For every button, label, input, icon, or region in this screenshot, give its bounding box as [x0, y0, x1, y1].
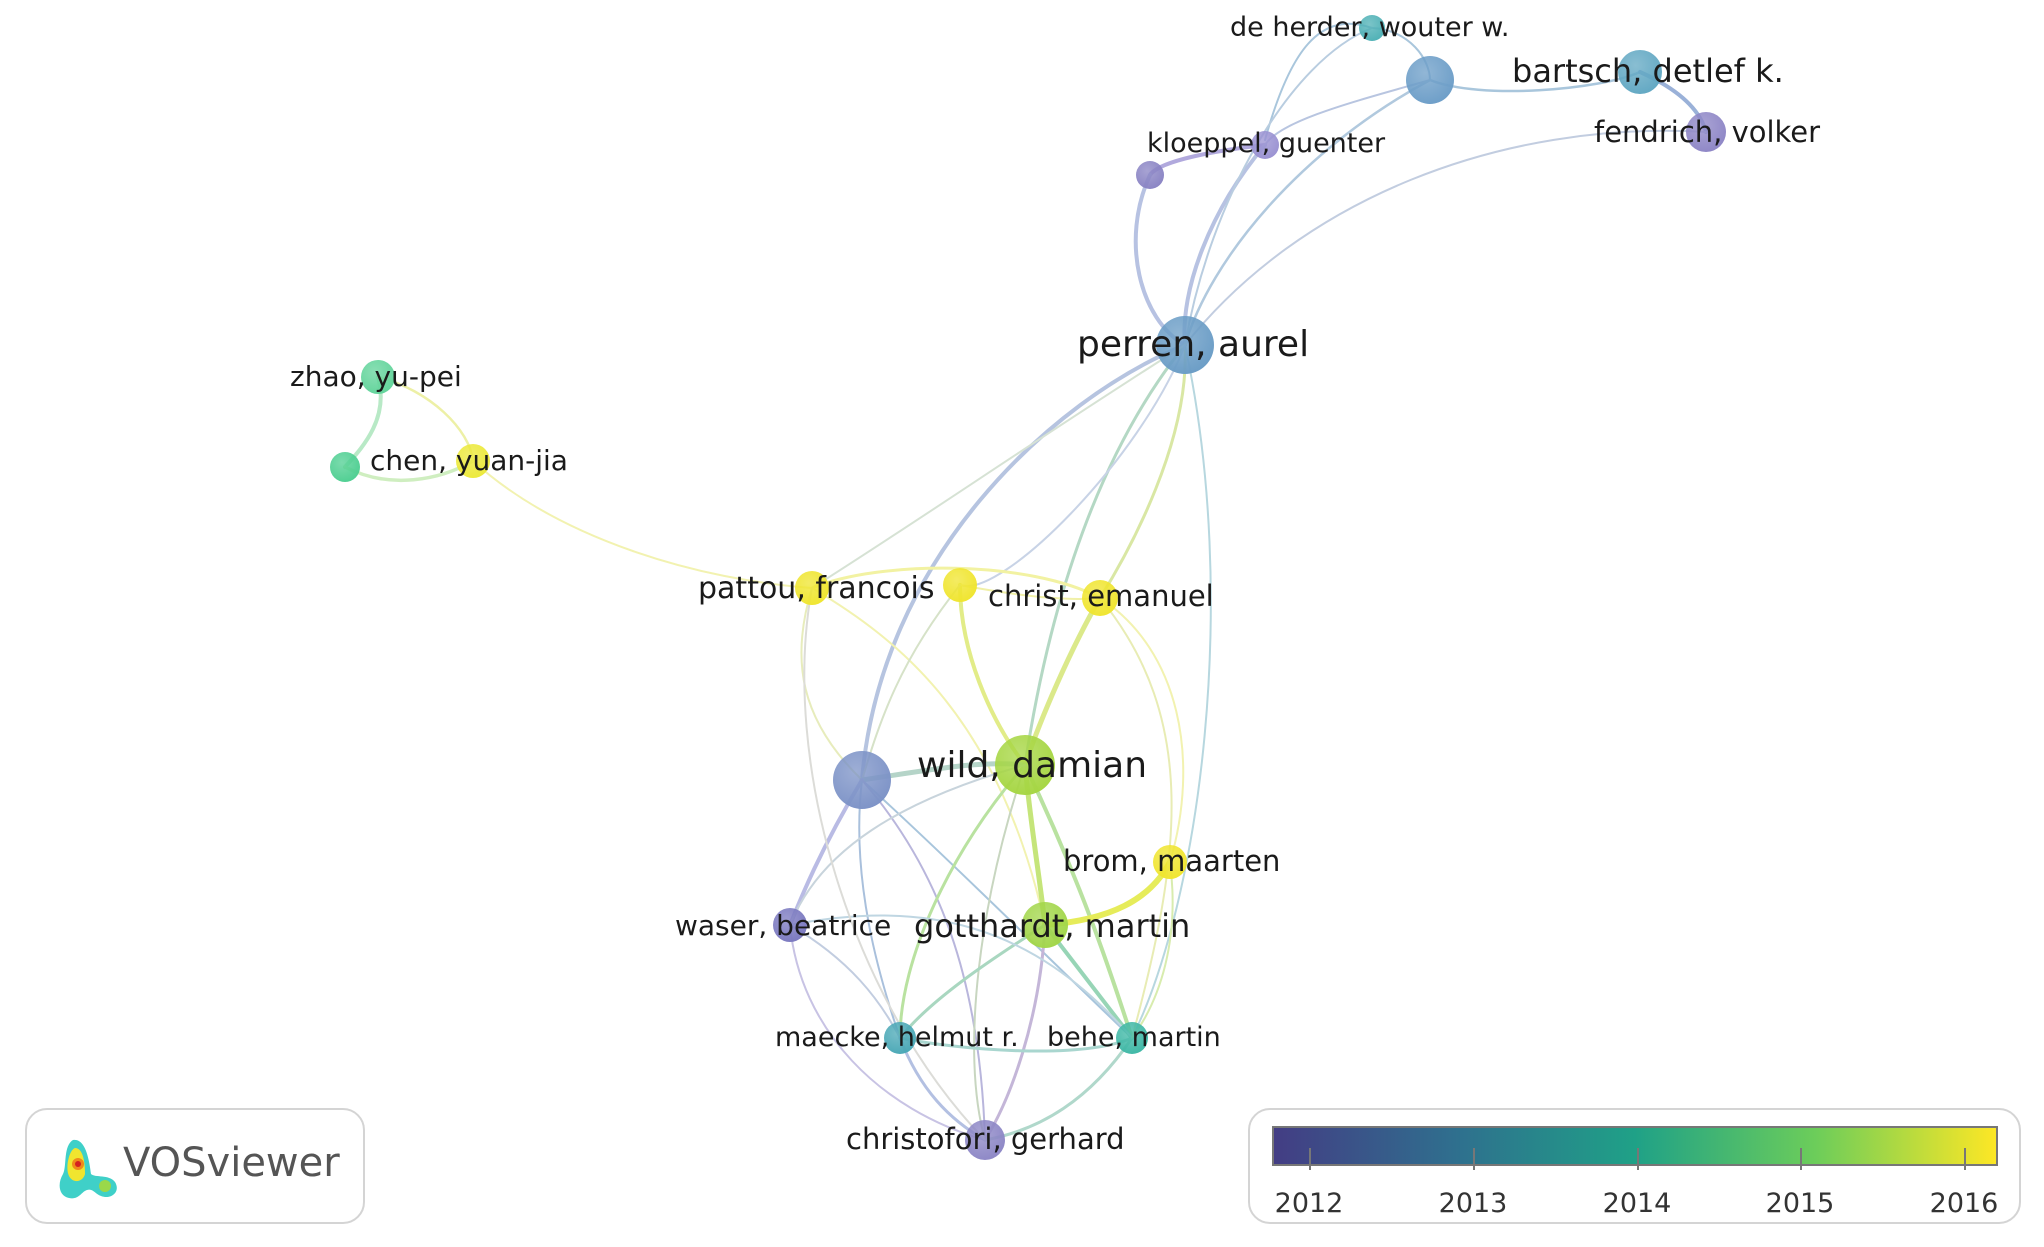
node-yellow-unlabeled[interactable]: [943, 568, 977, 602]
node-label-brom: brom, maarten: [1063, 844, 1280, 878]
node-fendrich[interactable]: [1686, 112, 1726, 152]
node-small-green[interactable]: [330, 452, 360, 482]
node-label-maecke: maecke, helmut r.: [775, 1022, 1019, 1053]
edge: [1183, 78, 1432, 347]
node-label-pattou: pattou, francois: [698, 571, 935, 606]
legend-tick: [1473, 1148, 1475, 1170]
legend-tick: [1637, 1148, 1639, 1170]
node-label-bartsch: bartsch, detlef k.: [1512, 52, 1784, 90]
node-chen[interactable]: [456, 444, 490, 478]
node-label-kloeppel: kloeppel, guenter: [1147, 128, 1386, 159]
label-layer: de herder, wouter w.bartsch, detlef k. fe…: [290, 12, 1820, 1156]
node-brom[interactable]: [1153, 845, 1187, 879]
node-pattou[interactable]: [795, 571, 829, 605]
node-label-waser: waser, beatrice: [675, 909, 891, 942]
color-scale-bar: [1272, 1126, 1998, 1166]
edge: [1264, 22, 1373, 141]
node-label-de-herder: de herder, wouter w.: [1230, 12, 1509, 43]
node-zhao[interactable]: [361, 360, 395, 394]
legend-tick: [1309, 1148, 1311, 1170]
node-christ[interactable]: [1082, 580, 1118, 616]
node-label-wild: wild, damian: [917, 745, 1147, 786]
edge: [800, 587, 863, 781]
node-label-christ: christ, emanuel: [988, 579, 1214, 613]
edge: [898, 923, 1047, 1040]
legend-tick: [1800, 1148, 1802, 1170]
edge: [1099, 597, 1173, 1039]
node-layer: [330, 15, 1726, 1160]
edge: [803, 587, 986, 1141]
edge: [858, 779, 901, 1039]
edge: [1184, 129, 1707, 346]
color-legend: 2012 2013 2014 2015 2016: [1248, 1108, 2021, 1224]
node-behe[interactable]: [1116, 1022, 1148, 1054]
node-perren[interactable]: [1156, 316, 1214, 374]
node-kloeppel[interactable]: [1251, 131, 1279, 159]
legend-tick-label: 2014: [1602, 1188, 1672, 1219]
node-unlabeled-top[interactable]: [1406, 56, 1454, 104]
node-christofori[interactable]: [965, 1120, 1005, 1160]
node-gotthardt[interactable]: [1022, 902, 1068, 948]
edge: [789, 914, 1133, 1039]
legend-tick-label: 2012: [1274, 1188, 1344, 1219]
node-bartsch[interactable]: [1618, 50, 1662, 94]
vosviewer-logo-icon: [59, 1139, 117, 1199]
edge: [1131, 344, 1212, 1039]
edge: [789, 924, 986, 1141]
edge: [1023, 343, 1187, 767]
edge: [898, 763, 1027, 1040]
edge: [789, 764, 1026, 926]
node-label-fendrich: fendrich, volker: [1594, 115, 1820, 149]
node-label-behe: behe, martin: [1047, 1022, 1221, 1053]
edge: [1184, 27, 1373, 346]
node-small-purple[interactable]: [1136, 161, 1164, 189]
edge: [1099, 597, 1185, 863]
node-label-perren: perren, aurel: [1077, 324, 1309, 365]
node-waser[interactable]: [773, 908, 807, 942]
edge: [810, 566, 1102, 600]
edge: [861, 779, 1133, 1039]
edge: [811, 587, 1046, 926]
node-label-zhao: zhao, yu-pei: [290, 360, 462, 393]
legend-tick: [1964, 1148, 1966, 1170]
node-label-christofori: christofori, gerhard: [846, 1122, 1125, 1156]
edge: [811, 344, 1186, 589]
edge: [959, 344, 1186, 588]
vosviewer-logo-text: VOSviewer: [123, 1140, 340, 1186]
edge: [1098, 343, 1187, 600]
legend-tick-label: 2016: [1929, 1188, 1999, 1219]
vosviewer-logo: VOSviewer: [25, 1108, 365, 1224]
edge: [1131, 861, 1174, 1039]
node-maecke[interactable]: [884, 1022, 916, 1054]
edge: [898, 1036, 1134, 1053]
legend-tick-label: 2013: [1438, 1188, 1508, 1219]
node-de-herder[interactable]: [1359, 15, 1385, 41]
node-blue-large[interactable]: [833, 751, 891, 809]
node-label-chen: chen, yuan-jia: [370, 444, 568, 477]
edge: [472, 460, 813, 589]
edge: [860, 343, 1187, 782]
node-label-gotthardt: gotthardt, martin: [914, 907, 1190, 945]
node-wild[interactable]: [995, 735, 1055, 795]
legend-tick-label: 2015: [1765, 1188, 1835, 1219]
